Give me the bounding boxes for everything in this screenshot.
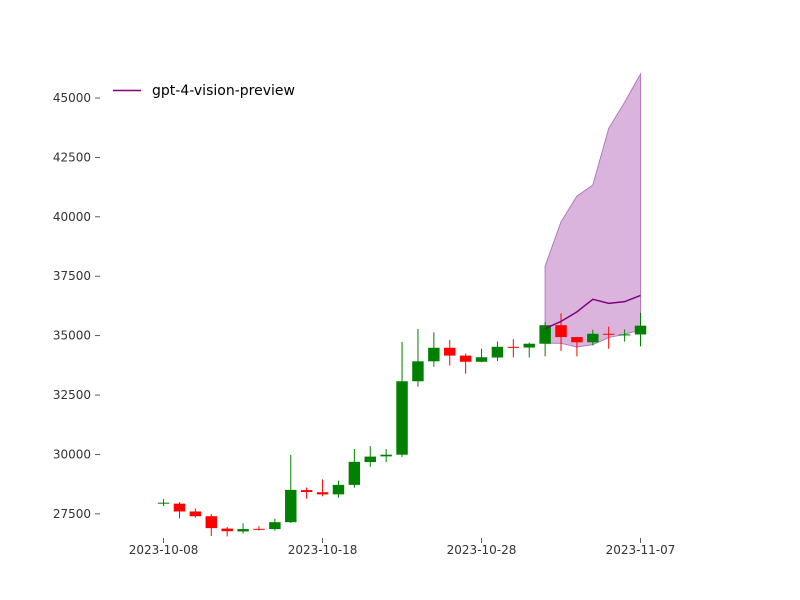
- candle-2023-10-22: [380, 448, 392, 463]
- candle-2023-10-08: [157, 498, 170, 507]
- candle-2023-10-23: [396, 341, 408, 458]
- candle-body: [253, 528, 265, 530]
- candle-2023-10-10: [189, 508, 202, 518]
- x-tick-label: 2023-10-28: [447, 543, 517, 557]
- candle-2023-11-07: [634, 312, 647, 347]
- candle-body: [157, 502, 170, 504]
- candle-2023-10-13: [237, 523, 249, 534]
- candle-2023-10-27: [459, 353, 472, 374]
- candle-body: [587, 333, 599, 343]
- candle-body: [412, 361, 424, 382]
- candle-body: [221, 528, 233, 532]
- candles-layer: [157, 312, 647, 537]
- y-tick-label: 27500: [53, 507, 91, 521]
- candle-body: [602, 333, 615, 335]
- y-tick-label: 42500: [53, 150, 91, 164]
- candle-2023-10-31: [523, 342, 535, 358]
- candle-body: [428, 347, 440, 362]
- candle-2023-10-12: [221, 526, 233, 537]
- candle-body: [348, 461, 361, 485]
- candle-2023-11-05: [602, 326, 615, 349]
- candle-2023-11-06: [618, 329, 631, 342]
- y-tick-label: 32500: [53, 388, 91, 402]
- candle-body: [173, 503, 186, 512]
- candle-body: [364, 456, 376, 463]
- candle-body: [523, 343, 535, 348]
- x-tick-label: 2023-10-18: [288, 543, 358, 557]
- candle-2023-11-02: [555, 313, 567, 351]
- forecast-band-layer: [544, 72, 642, 348]
- candle-body: [444, 347, 456, 356]
- candle-2023-10-24: [412, 328, 424, 387]
- candle-2023-10-17: [300, 487, 313, 499]
- candle-2023-10-14: [253, 526, 265, 531]
- candle-2023-10-21: [364, 446, 376, 467]
- x-tick-label: 2023-10-08: [129, 543, 199, 557]
- y-tick-label: 35000: [53, 329, 91, 343]
- candle-body: [507, 346, 520, 348]
- candle-2023-10-28: [475, 348, 488, 363]
- candle-body: [459, 355, 472, 362]
- forecast-line-layer: [544, 294, 641, 330]
- candle-body: [475, 357, 488, 362]
- candle-body: [332, 484, 345, 495]
- candle-2023-10-15: [269, 518, 281, 531]
- forecast-line-gpt-4-vision-preview: [544, 294, 641, 330]
- candle-2023-11-03: [571, 336, 583, 357]
- candle-body: [618, 334, 631, 336]
- candle-body: [237, 529, 249, 532]
- candle-2023-10-26: [444, 339, 456, 366]
- candle-body: [205, 516, 218, 529]
- candle-2023-10-09: [173, 502, 186, 519]
- forecast-band: [544, 72, 642, 348]
- candle-2023-10-19: [332, 480, 345, 498]
- y-tick-label: 45000: [53, 91, 91, 105]
- candle-body: [316, 492, 329, 495]
- candle-body: [269, 522, 281, 530]
- x-tick-label: 2023-11-07: [606, 543, 676, 557]
- candle-2023-10-29: [491, 341, 504, 362]
- y-tick-label: 30000: [53, 447, 91, 461]
- candle-2023-10-11: [205, 514, 218, 536]
- y-tick-label: 37500: [53, 269, 91, 283]
- candle-body: [555, 325, 567, 338]
- legend: gpt-4-vision-preview: [113, 83, 295, 99]
- candle-2023-10-16: [285, 454, 297, 523]
- candle-body: [491, 346, 504, 358]
- candle-body: [300, 490, 313, 492]
- candle-body: [380, 454, 392, 457]
- candle-2023-10-18: [316, 479, 329, 497]
- axes-layer: 27500 30000 32500 35000 37500 40000 42500 45000…: [53, 91, 676, 557]
- candle-body: [189, 511, 202, 517]
- y-tick-label: 40000: [53, 210, 91, 224]
- legend-label-gpt-4-vision-preview: gpt-4-vision-preview: [152, 83, 295, 99]
- candle-body: [634, 325, 647, 335]
- candle-2023-11-04: [587, 329, 599, 346]
- candle-2023-10-30: [507, 339, 520, 358]
- candle-2023-10-25: [428, 332, 440, 367]
- candle-body: [285, 489, 297, 523]
- candle-body: [396, 381, 408, 455]
- candle-body: [571, 337, 583, 343]
- candle-body: [539, 325, 551, 344]
- candle-2023-10-20: [348, 448, 361, 488]
